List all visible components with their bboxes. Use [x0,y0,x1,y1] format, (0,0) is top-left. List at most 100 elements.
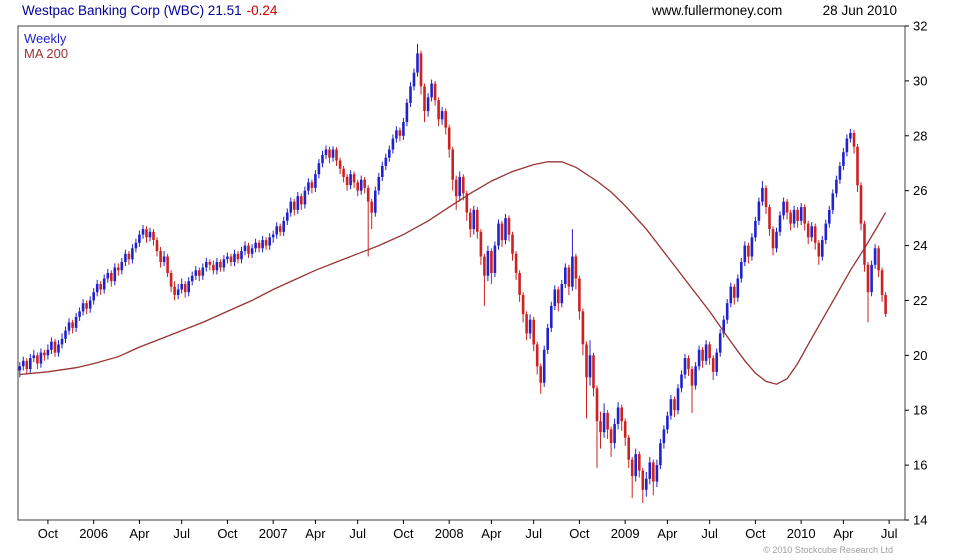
candle-body [36,355,39,364]
candle-body [303,190,307,205]
y-axis-label: 30 [913,73,927,88]
candle-body [106,273,110,279]
candle-body [771,229,775,249]
candle-body [395,130,398,139]
candle-body [715,352,718,372]
candle-body [423,86,426,112]
candle-body [88,300,92,309]
candle-body [469,212,472,230]
candle-body [514,253,518,273]
chart-title: Westpac Banking Corp (WBC) 21.51 -0.24 [22,3,277,18]
candle-body [768,207,771,230]
candle-body [328,149,331,158]
candle-body [708,344,711,359]
candle-body [338,160,342,169]
candle-body [581,311,585,345]
candle-body [254,242,257,249]
x-axis-label: Jul [525,526,542,541]
candle-body [866,264,870,293]
candle-body [405,102,409,122]
y-axis-label: 24 [913,238,927,253]
candle-body [697,349,701,367]
candle-body [792,209,796,224]
candle-body [236,253,240,260]
candle-body [511,234,514,254]
candle-body [74,316,78,328]
website-link[interactable]: www.fullermoney.com [652,3,783,18]
candle-body [131,248,134,260]
candle-body [655,465,659,482]
candle-body [233,253,236,262]
candle-body [99,284,102,290]
candle-body [701,349,704,361]
candle-body [356,182,359,191]
candle-body [599,421,602,433]
candle-body [440,111,444,120]
candle-body [257,242,261,249]
candle-body [747,245,750,257]
candle-body [212,264,215,271]
candle-body [880,270,884,295]
candle-body [324,149,328,155]
candle-body [574,256,578,279]
candle-body [838,166,842,180]
candle-body [127,253,131,260]
candle-body [595,388,599,422]
candle-body [229,256,233,262]
candle-body [219,262,222,268]
candle-body [152,231,155,240]
x-axis-label: Apr [833,526,854,541]
candle-body [205,262,208,268]
candle-body [588,355,592,378]
candle-body [750,237,754,257]
candle-body [479,231,483,257]
candle-body [754,220,757,238]
candle-body [57,344,60,353]
candle-body [507,218,511,235]
candle-body [22,360,25,367]
candle-body [310,182,314,188]
candle-body [377,176,381,191]
candle-body [250,248,254,254]
candle-body [718,333,722,353]
candle-body [831,193,835,210]
candle-body [95,284,99,293]
candle-body [39,352,43,364]
candle-body [785,201,789,213]
candle-body [433,83,437,101]
candle-body [645,478,648,490]
candle-body [824,223,828,241]
legend-ma200: MA 200 [24,46,69,61]
candle-body [856,146,859,186]
x-axis-label: Jul [349,526,366,541]
candle-body [806,223,810,238]
x-axis-label: 2010 [787,526,816,541]
candle-body [493,245,497,273]
candle-body [462,176,465,194]
candle-body [884,295,887,314]
x-axis: Oct 2006 Apr Jul Oct 2007 Apr Jul Oct 2008 Apr Jul O… [38,520,898,541]
candle-body [585,344,588,378]
candle-body [877,248,880,271]
candle-body [447,127,451,150]
candle-body [444,111,447,128]
candle-body [616,407,620,424]
candle-body [71,322,74,328]
candle-body [704,344,708,361]
candle-body [687,358,690,370]
candle-body [518,273,521,295]
candle-body [539,366,542,383]
candle-body [117,267,120,271]
candle-body [169,273,173,287]
candle-body [145,229,148,238]
candle-body [412,72,416,87]
y-axis-label: 20 [913,348,927,363]
y-axis-label: 14 [913,513,927,528]
candle-body [208,262,212,265]
candle-body [634,454,637,477]
y-axis-label: 18 [913,403,927,418]
candle-body [673,399,676,411]
candle-body [810,226,813,238]
legend-weekly: Weekly [24,31,67,46]
